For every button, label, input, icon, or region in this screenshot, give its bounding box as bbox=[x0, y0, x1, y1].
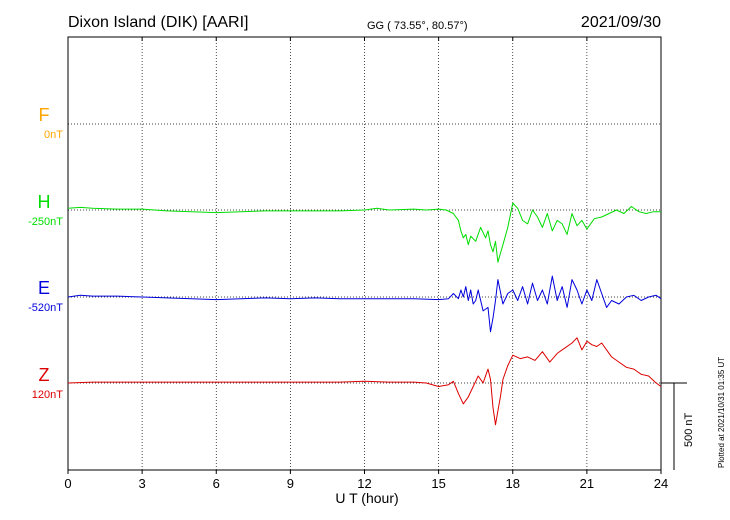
coordinates-label: GG ( 73.55°, 80.57°) bbox=[367, 20, 468, 32]
x-tick-label: 0 bbox=[64, 476, 71, 491]
channel-baseline-z: 120nT bbox=[32, 389, 63, 401]
scale-bar-label: 500 nT bbox=[683, 412, 695, 447]
x-axis-ticks: 0 3 6 9 12 15 18 21 24 bbox=[64, 37, 668, 491]
series-z-line bbox=[67, 337, 662, 426]
grid bbox=[141, 37, 588, 470]
series-lines bbox=[67, 202, 662, 426]
date-label: 2021/09/30 bbox=[581, 14, 661, 31]
channel-label-h: H bbox=[38, 192, 51, 212]
x-tick-label: 24 bbox=[654, 476, 668, 491]
channel-label-z: Z bbox=[39, 365, 50, 385]
channel-baseline-e: -520nT bbox=[28, 302, 63, 314]
x-tick-label: 9 bbox=[287, 476, 294, 491]
channel-baseline-h: -250nT bbox=[28, 216, 63, 228]
plotted-at-note: Plotted at 2021/10/31 01:35 UT bbox=[717, 357, 726, 468]
x-axis-label: U T (hour) bbox=[335, 490, 398, 506]
header: Dixon Island (DIK) [AARI] GG ( 73.55°, 8… bbox=[68, 14, 661, 32]
channel-baseline-f: 0nT bbox=[44, 129, 63, 141]
channel-labels: F 0nT H -250nT E -520nT Z 120nT bbox=[28, 105, 63, 401]
channel-label-e: E bbox=[38, 278, 50, 298]
channel-label-f: F bbox=[39, 105, 50, 125]
x-tick-label: 12 bbox=[357, 476, 371, 491]
series-h-line bbox=[67, 202, 661, 263]
series-e-line bbox=[67, 275, 662, 333]
x-tick-label: 18 bbox=[506, 476, 520, 491]
x-tick-label: 21 bbox=[580, 476, 594, 491]
x-tick-label: 3 bbox=[139, 476, 146, 491]
station-title: Dixon Island (DIK) [AARI] bbox=[68, 14, 249, 31]
scale-bar: 500 nT bbox=[661, 382, 695, 470]
x-tick-label: 15 bbox=[431, 476, 445, 491]
x-tick-label: 6 bbox=[213, 476, 220, 491]
